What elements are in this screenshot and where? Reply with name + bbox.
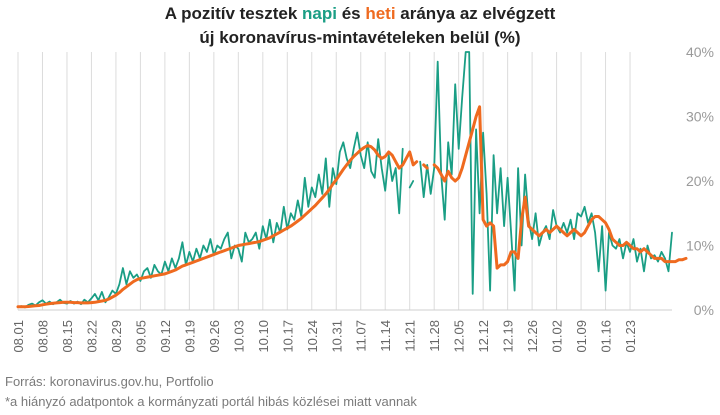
x-tick-label: 10.31 (329, 320, 344, 353)
x-tick-label: 01.16 (599, 320, 614, 353)
x-tick-labels: 08.01 08.08 08.15 08.22 08.29 09.05 09.12 09.19… (11, 320, 638, 353)
x-tick-label: 12.19 (501, 320, 516, 353)
napi-line-segment (17, 131, 404, 309)
x-tick-label: 10.17 (280, 320, 295, 353)
x-tick-label: 01.23 (623, 320, 638, 353)
x-tick-label: 08.29 (109, 320, 124, 353)
chart-title: A pozitív tesztek napi és heti aránya az… (0, 2, 720, 50)
heti-series (16, 105, 688, 309)
x-tick-label: 09.26 (207, 320, 222, 353)
title-napi: napi (302, 4, 337, 23)
x-tick-label: 12.26 (525, 320, 540, 353)
x-tick-label: 08.15 (60, 320, 75, 353)
y-tick-label: 40% (686, 44, 714, 60)
x-tick-label: 08.01 (11, 320, 26, 353)
x-tick-label: 10.03 (231, 320, 246, 353)
x-tick-label: 08.22 (84, 320, 99, 353)
x-tick-label: 08.08 (35, 320, 50, 353)
heti-line-segment (422, 163, 429, 170)
x-tick-label: 10.24 (305, 320, 320, 353)
napi-line-segment (419, 51, 673, 295)
y-tick-label: 20% (686, 173, 714, 189)
title-part1: A pozitív tesztek (164, 4, 303, 23)
x-tick-label: 11.07 (354, 320, 369, 352)
x-tick-label: 10.10 (256, 320, 271, 353)
title-part2: és (336, 4, 366, 23)
series-lines (16, 51, 688, 309)
x-tick-label: 12.12 (476, 320, 491, 353)
heti-line-segment (432, 105, 688, 270)
x-tick-label: 12.05 (452, 320, 467, 353)
y-tick-label: 10% (686, 238, 714, 254)
source-text: Forrás: koronavirus.gov.hu, Portfolio (5, 374, 214, 389)
footnote-text: *a hiányzó adatpontok a kormányzati port… (5, 394, 417, 409)
x-tick-label: 09.12 (158, 320, 173, 353)
x-tick-label: 11.14 (378, 320, 393, 352)
gridlines (17, 52, 672, 311)
x-tick-label: 09.19 (182, 320, 197, 353)
napi-line-segment (408, 180, 415, 189)
title-heti: heti (365, 4, 396, 23)
x-tick-label: 11.21 (403, 320, 418, 352)
title-part3: aránya az elvégzett (395, 4, 556, 23)
heti-line-segment (16, 144, 419, 309)
y-tick-label: 0% (694, 302, 714, 318)
title-line-1: A pozitív tesztek napi és heti aránya az… (0, 2, 720, 26)
x-tick-label: 11.28 (427, 320, 442, 352)
x-tick-label: 09.05 (133, 320, 148, 353)
x-tick-label: 01.09 (574, 320, 589, 353)
title-line-2: új koronavírus-mintavételeken belül (%) (199, 28, 521, 47)
y-tick-labels: 0% 10% 20% 30% 40% (686, 44, 714, 318)
y-tick-label: 30% (686, 109, 714, 125)
x-tick-label: 01.02 (550, 320, 565, 353)
